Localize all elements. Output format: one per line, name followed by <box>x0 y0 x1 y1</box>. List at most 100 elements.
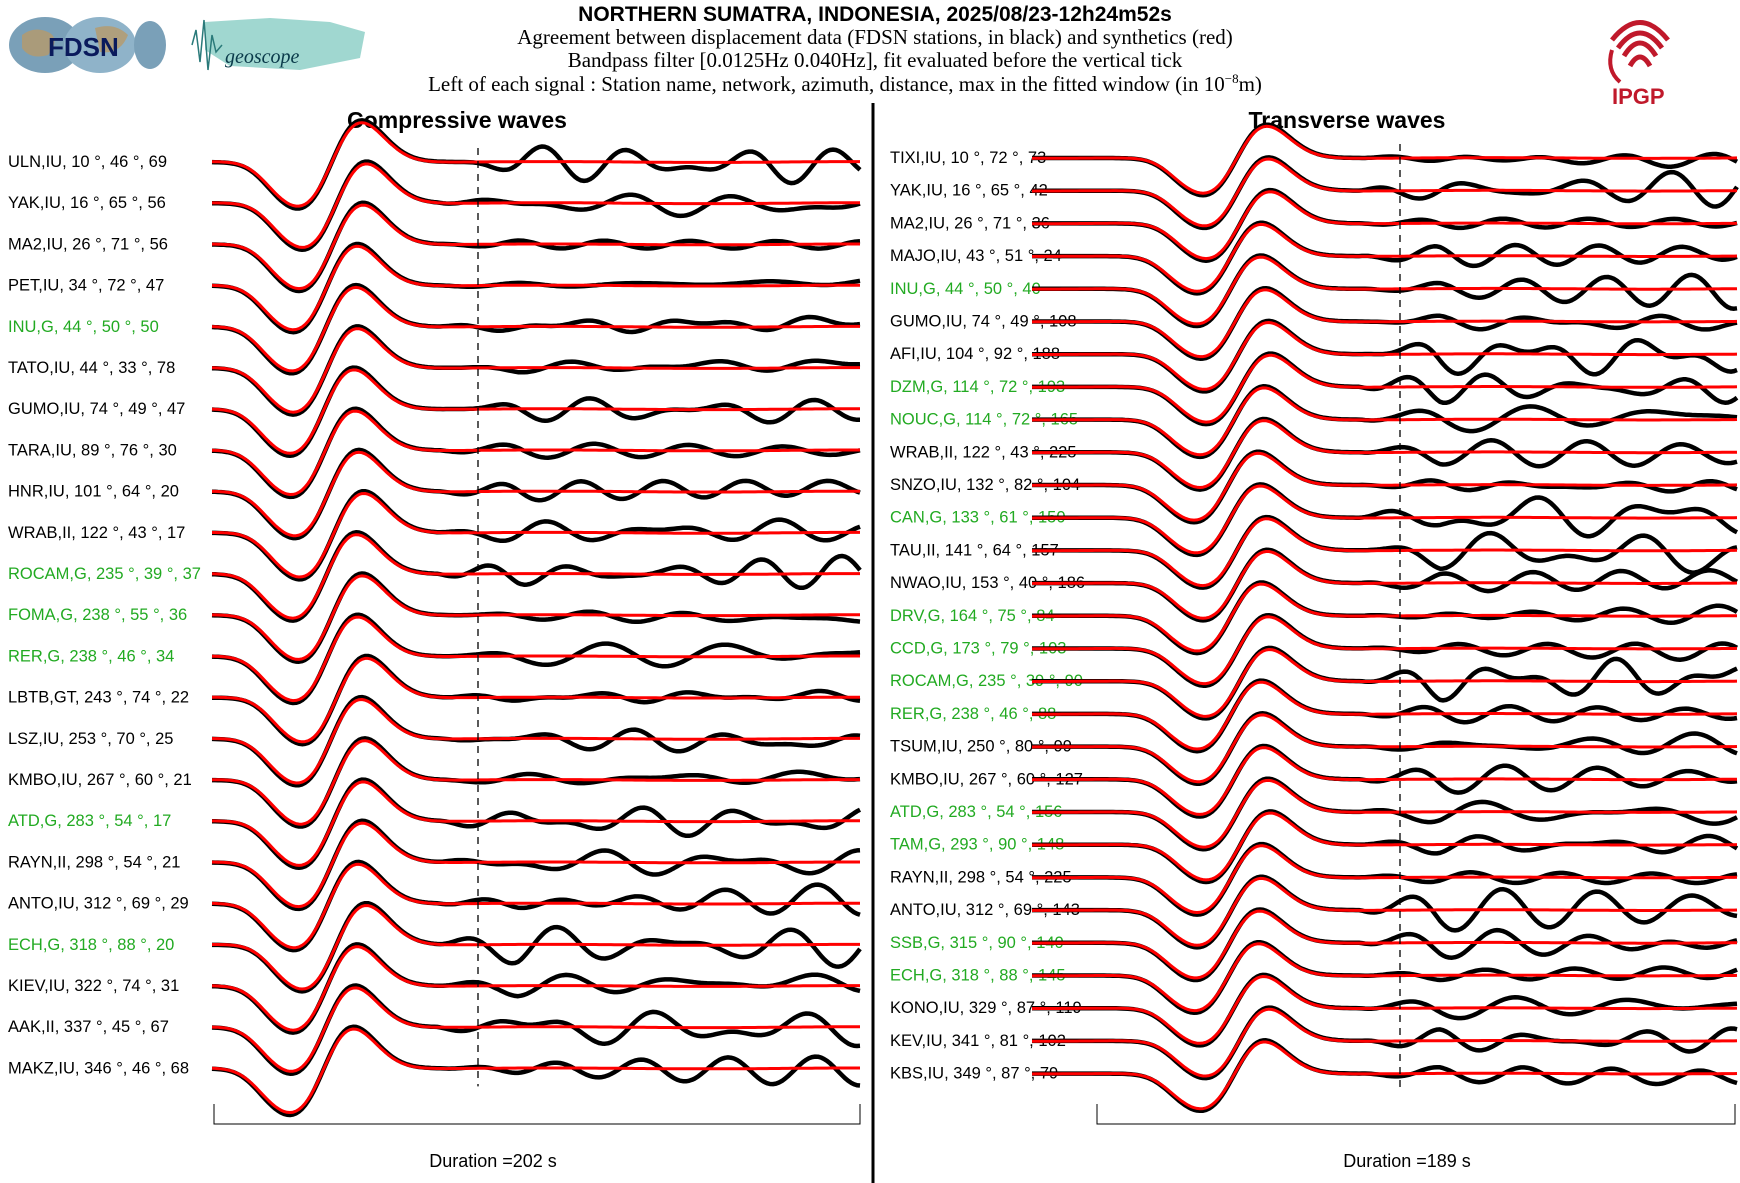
station-trace: TAM,G, 293 °, 90 °, 148 <box>890 809 1739 885</box>
synthetic-waveform <box>211 615 860 703</box>
station-label: RAYN,II, 298 °, 54 °, 21 <box>8 853 180 871</box>
synthetic-waveform <box>212 739 860 826</box>
synthetic-waveform <box>211 986 860 1073</box>
station-label: ECH,G, 318 °, 88 °, 145 <box>890 967 1066 985</box>
data-waveform <box>212 488 861 582</box>
subtitle-line-1: Agreement between displacement data (FDS… <box>517 25 1233 49</box>
synthetic-waveform <box>1031 680 1738 751</box>
data-waveform <box>212 653 861 747</box>
station-trace: MAJO,IU, 43 °, 51 °, 24 <box>890 220 1738 296</box>
synthetic-waveform <box>1031 746 1738 816</box>
station-label: AAK,II, 337 °, 45 °, 67 <box>8 1018 169 1036</box>
station-label: ROCAM,G, 235 °, 39 °, 90 <box>890 672 1083 690</box>
station-label: DZM,G, 114 °, 72 °, 193 <box>890 378 1065 396</box>
station-label: TSUM,IU, 250 °, 80 °, 99 <box>890 738 1072 756</box>
synthetic-waveform <box>212 450 860 538</box>
station-trace: RER,G, 238 °, 46 °, 34 <box>8 612 861 706</box>
station-trace: LBTB,GT, 243 °, 74 °, 22 <box>8 653 861 747</box>
synthetic-waveform <box>1031 255 1738 326</box>
station-label: KMBO,IU, 267 °, 60 °, 21 <box>8 771 192 789</box>
synthetic-waveform <box>211 244 860 332</box>
station-trace: KMBO,IU, 267 °, 60 °, 21 <box>8 736 861 829</box>
station-label: KONO,IU, 329 °, 87 °, 119 <box>890 999 1082 1017</box>
data-waveform <box>212 900 862 994</box>
station-trace: DRV,G, 164 °, 75 °, 84 <box>890 580 1739 656</box>
station-trace: SSB,G, 315 °, 90 °, 140 <box>890 907 1738 983</box>
station-label: GUMO,IU, 74 °, 49 °, 47 <box>8 400 185 418</box>
station-trace: GUMO,IU, 74 °, 49 °, 108 <box>890 285 1738 361</box>
duration-label-compressive: Duration =202 s <box>429 1151 557 1171</box>
synthetic-waveform <box>211 1027 860 1114</box>
ipgp-arc-icon <box>1610 20 1670 42</box>
synthetic-waveform <box>1031 550 1738 620</box>
station-trace: ANTO,IU, 312 °, 69 °, 29 <box>8 859 861 953</box>
station-trace: TAU,II, 141 °, 64 °, 157 <box>890 514 1738 590</box>
station-trace: CCD,G, 173 °, 79 °, 103 <box>890 612 1739 688</box>
synthetic-waveform <box>1031 222 1738 293</box>
synthetic-waveform <box>1031 942 1738 1013</box>
duration-bracket-line <box>1096 1104 1736 1125</box>
geoscope-logo-text: geoscope <box>225 46 300 68</box>
station-label: KBS,IU, 349 °, 87 °, 79 <box>890 1065 1058 1083</box>
geoscope-seismo-icon <box>191 19 223 71</box>
station-label: WRAB,II, 122 °, 43 °, 225 <box>890 443 1077 461</box>
station-label: ANTO,IU, 312 °, 69 °, 143 <box>890 901 1080 919</box>
geoscope-map-shape <box>205 18 365 70</box>
station-label: NWAO,IU, 153 °, 40 °, 186 <box>890 574 1085 592</box>
fdsn-land-shape <box>95 26 128 53</box>
data-waveform <box>211 1024 861 1118</box>
station-label: INU,G, 44 °, 50 °, 50 <box>8 318 159 336</box>
station-label: MAKZ,IU, 346 °, 46 °, 68 <box>8 1059 189 1077</box>
synthetic-waveform <box>1031 157 1738 228</box>
synthetic-waveform <box>1031 811 1738 882</box>
synthetic-waveform <box>1031 124 1738 195</box>
station-trace: HNR,IU, 101 °, 64 °, 20 <box>8 447 861 541</box>
station-trace: ROCAM,G, 235 °, 39 °, 37 <box>8 530 862 623</box>
station-trace: ATD,G, 283 °, 54 °, 17 <box>8 777 862 871</box>
station-trace: YAK,IU, 16 °, 65 °, 56 <box>8 159 861 253</box>
station-trace: AAK,II, 337 °, 45 °, 67 <box>8 983 861 1076</box>
station-label: SSB,G, 315 °, 90 °, 140 <box>890 934 1064 952</box>
synthetic-waveform <box>212 203 860 291</box>
synthetic-waveform <box>1031 484 1738 555</box>
station-trace: KEV,IU, 341 °, 81 °, 102 <box>890 1005 1738 1081</box>
station-label: RER,G, 238 °, 46 °, 88 <box>890 705 1056 723</box>
synthetic-waveform <box>212 121 860 208</box>
station-label: MA2,IU, 26 °, 71 °, 36 <box>890 214 1050 232</box>
station-label: YAK,IU, 16 °, 65 °, 42 <box>890 182 1048 200</box>
synthetic-waveform <box>211 533 860 620</box>
duration-bracket-line <box>213 1104 861 1125</box>
subtitle-line-3: Left of each signal : Station name, netw… <box>428 71 1262 96</box>
synthetic-waveform <box>1031 517 1738 588</box>
geoscope-logo: geoscope <box>191 18 365 71</box>
station-label: ULN,IU, 10 °, 46 °, 69 <box>8 153 167 171</box>
station-trace: INU,G, 44 °, 50 °, 50 <box>8 282 861 376</box>
station-label: SNZO,IU, 132 °, 82 °, 104 <box>890 476 1080 494</box>
station-trace: RAYN,II, 298 °, 54 °, 21 <box>8 818 861 912</box>
station-trace: CAN,G, 133 °, 61 °, 150 <box>890 482 1739 558</box>
station-label: ATD,G, 283 °, 54 °, 17 <box>8 812 171 830</box>
station-trace: MA2,IU, 26 °, 71 °, 36 <box>890 187 1738 263</box>
synthetic-waveform <box>1031 909 1738 980</box>
station-trace: AFI,IU, 104 °, 92 °, 188 <box>890 318 1738 394</box>
station-label: RER,G, 238 °, 46 °, 34 <box>8 647 174 665</box>
station-trace: GUMO,IU, 74 °, 49 °, 47 <box>8 365 860 459</box>
synthetic-waveform <box>211 409 860 496</box>
station-label: DRV,G, 164 °, 75 °, 84 <box>890 607 1055 625</box>
station-trace: KBS,IU, 349 °, 87 °, 79 <box>890 1038 1738 1114</box>
duration-bracket-transverse: Duration =189 s <box>1096 1104 1736 1171</box>
station-label: MAJO,IU, 43 °, 51 °, 24 <box>890 247 1062 265</box>
station-trace: LSZ,IU, 253 °, 70 °, 25 <box>8 694 861 788</box>
synthetic-waveform <box>1031 190 1738 261</box>
synthetic-waveform <box>1031 1040 1738 1111</box>
station-trace: INU,G, 44 °, 50 °, 40 <box>890 253 1738 329</box>
station-trace: SNZO,IU, 132 °, 82 °, 104 <box>890 449 1738 525</box>
synthetic-waveform <box>212 780 860 867</box>
station-label: ATD,G, 283 °, 54 °, 156 <box>890 803 1062 821</box>
synthetic-waveform <box>1031 844 1738 914</box>
station-label: FOMA,G, 238 °, 55 °, 36 <box>8 606 187 624</box>
station-trace: MA2,IU, 26 °, 71 °, 56 <box>8 200 861 294</box>
station-trace: NOUC,G, 114 °, 72 °, 165 <box>890 384 1738 460</box>
synthetic-waveform <box>212 656 860 744</box>
